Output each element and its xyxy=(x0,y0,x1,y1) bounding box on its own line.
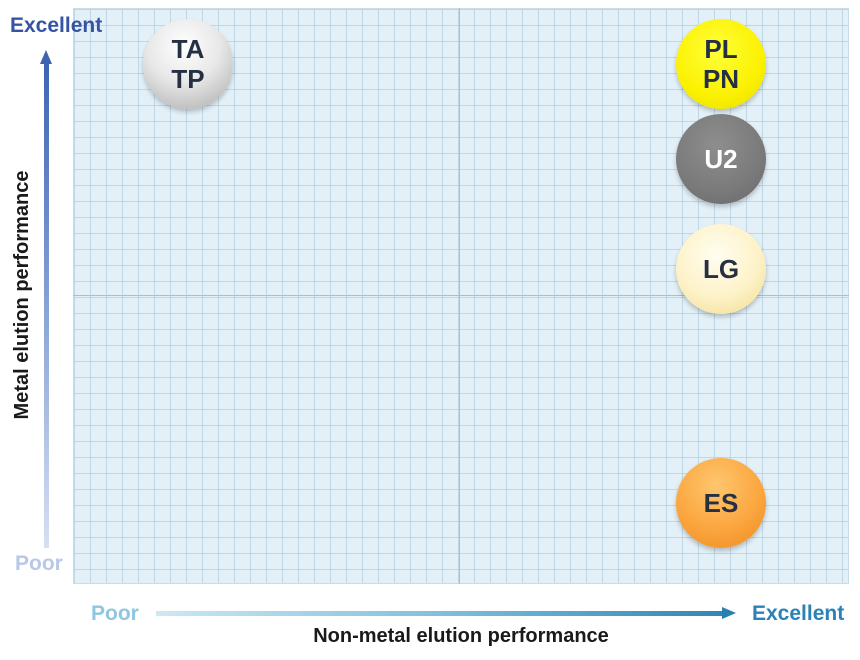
bubble-label-line1: TA xyxy=(171,34,205,64)
bubble-label-line1: PL xyxy=(704,34,738,64)
y-axis-low-label: Poor xyxy=(15,552,63,575)
y-axis-high-label: Excellent xyxy=(10,14,103,37)
y-axis-arrow xyxy=(44,62,49,548)
quadrant-divider-vertical xyxy=(459,8,460,584)
y-axis-arrowhead xyxy=(40,50,52,64)
quadrant-divider-horizontal xyxy=(73,295,849,296)
bubble-label-line2: PN xyxy=(702,64,740,94)
x-axis-high-label: Excellent xyxy=(752,602,845,625)
product-bubble-ta-tp: TA TP xyxy=(143,19,233,109)
y-axis-title: Metal elution performance xyxy=(11,170,33,420)
product-bubble-lg: LG xyxy=(676,224,766,314)
x-axis-arrow xyxy=(156,611,724,616)
bubble-label: ES xyxy=(703,488,739,518)
x-axis-title: Non-metal elution performance xyxy=(313,625,609,647)
bubble-label: U2 xyxy=(704,144,738,174)
x-axis-low-label: Poor xyxy=(91,602,139,625)
product-bubble-u2: U2 xyxy=(676,114,766,204)
product-bubble-pl-pn: PL PN xyxy=(676,19,766,109)
product-bubble-es: ES xyxy=(676,458,766,548)
x-axis-arrowhead xyxy=(722,607,736,619)
bubble-label: LG xyxy=(702,254,740,284)
bubble-label-line2: TP xyxy=(171,64,205,94)
